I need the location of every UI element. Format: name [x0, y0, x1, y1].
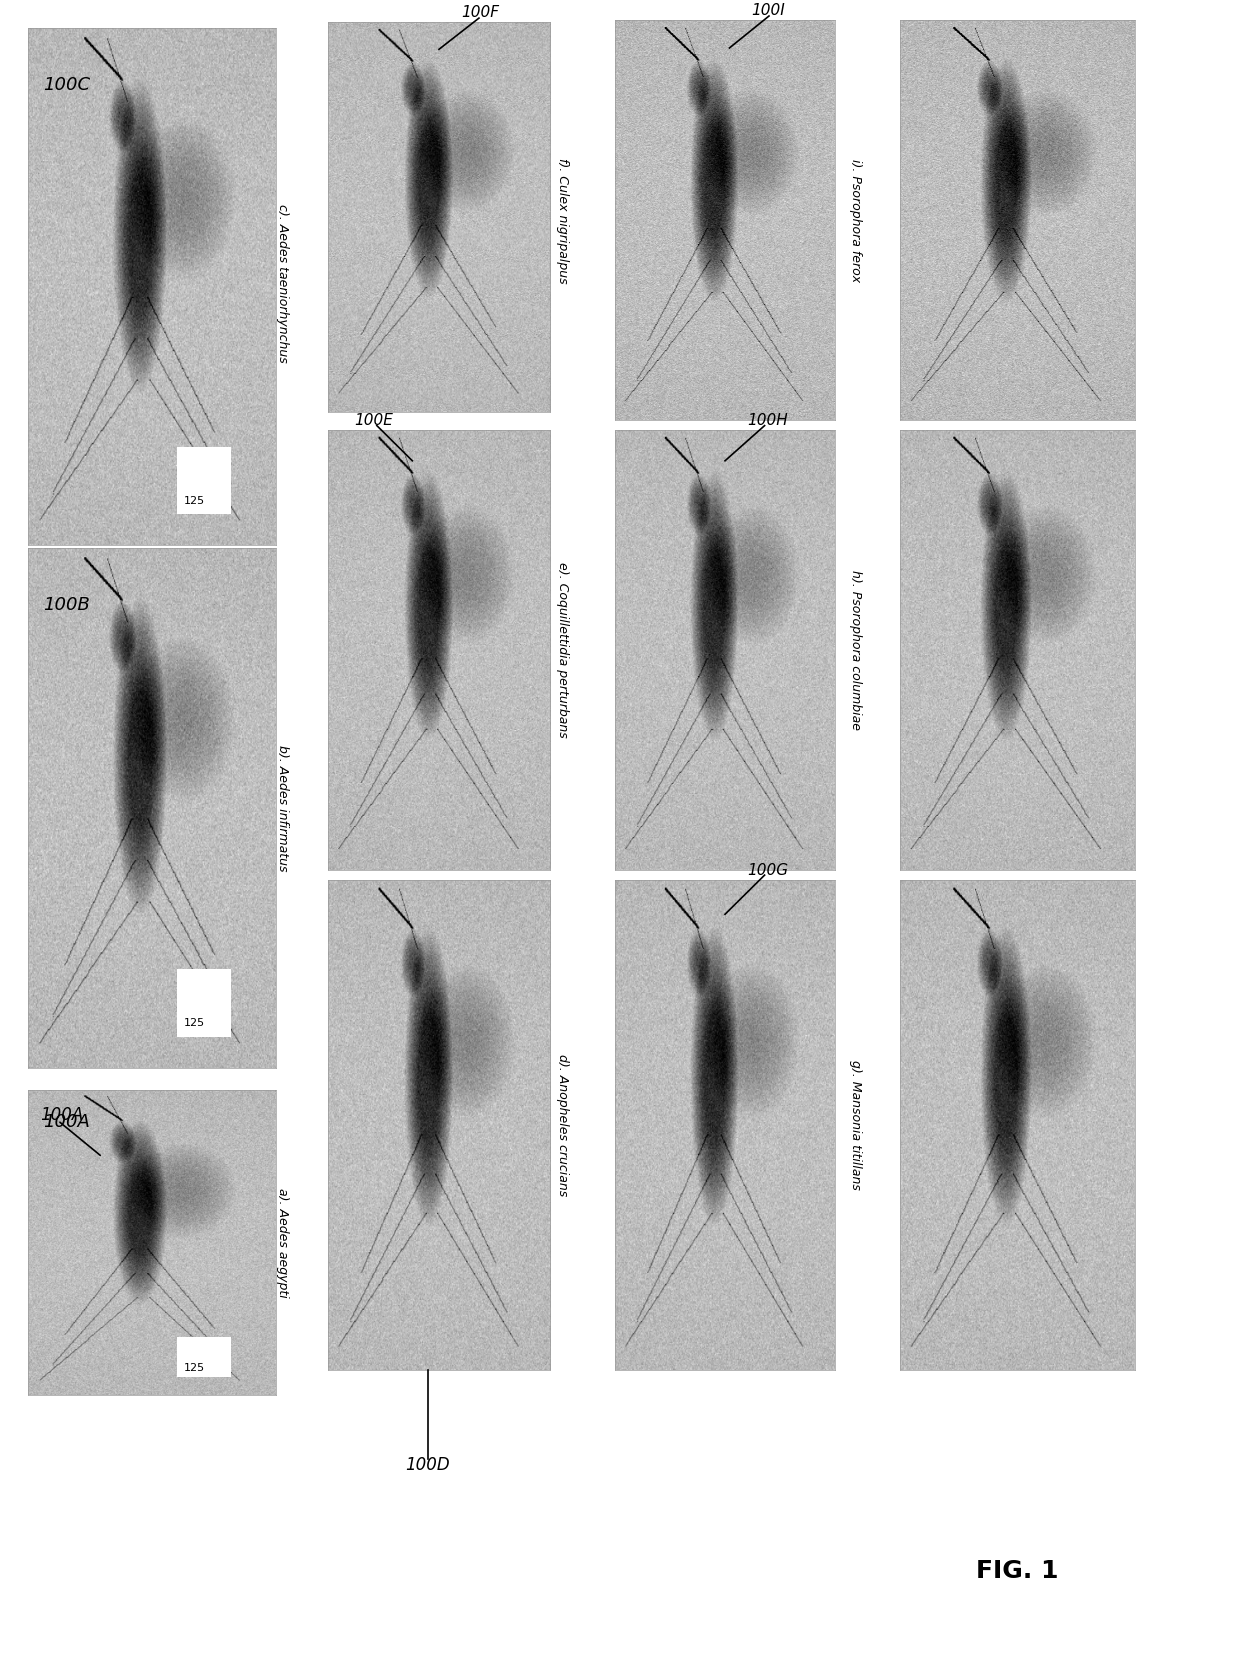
- Text: b). Aedes infirmatus: b). Aedes infirmatus: [275, 745, 289, 871]
- Text: i). Psorophora ferox: i). Psorophora ferox: [848, 159, 862, 282]
- Bar: [177, 969, 232, 1036]
- Text: h). Psorophora columbiae: h). Psorophora columbiae: [848, 570, 862, 730]
- Text: 125: 125: [185, 1362, 206, 1372]
- Text: 100B: 100B: [43, 597, 89, 615]
- Text: 100G: 100G: [746, 862, 789, 877]
- Text: 100C: 100C: [43, 77, 91, 94]
- Text: 125: 125: [185, 1018, 206, 1028]
- Text: 100F: 100F: [461, 5, 500, 20]
- Text: 100A: 100A: [43, 1113, 89, 1131]
- Text: 100A: 100A: [41, 1106, 83, 1125]
- Text: 100H: 100H: [746, 413, 787, 428]
- Text: 100D: 100D: [405, 1455, 450, 1474]
- Text: c). Aedes taeniorhynchus: c). Aedes taeniorhynchus: [275, 204, 289, 363]
- Text: f). Culex nigripalpus: f). Culex nigripalpus: [556, 159, 568, 284]
- Text: 100I: 100I: [751, 3, 785, 18]
- Text: d). Anopheles crucians: d). Anopheles crucians: [556, 1054, 568, 1196]
- Text: e). Coquillettidia perturbans: e). Coquillettidia perturbans: [556, 561, 568, 739]
- Text: FIG. 1: FIG. 1: [976, 1559, 1058, 1582]
- Text: a). Aedes aegypti: a). Aedes aegypti: [275, 1188, 289, 1297]
- Text: 125: 125: [185, 496, 206, 506]
- Bar: [177, 1337, 232, 1377]
- Bar: [177, 446, 232, 515]
- Text: g). Mansonia titillans: g). Mansonia titillans: [848, 1059, 862, 1190]
- Text: 100E: 100E: [355, 413, 393, 428]
